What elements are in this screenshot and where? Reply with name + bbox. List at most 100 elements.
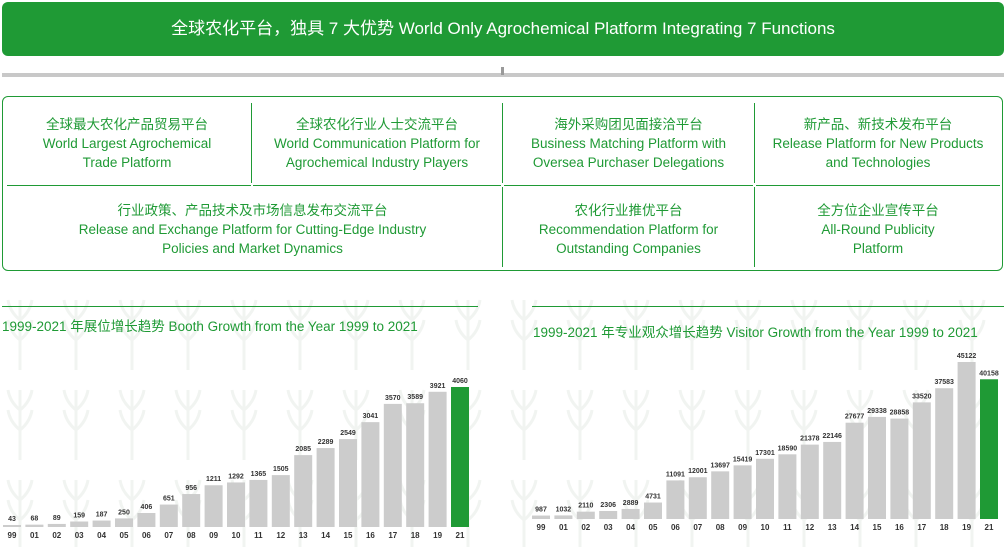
data-label: 1292 — [228, 473, 244, 480]
tick-label: 17 — [917, 523, 926, 532]
chart-divider — [532, 306, 1004, 307]
data-label: 187 — [96, 512, 108, 519]
bar-18 — [935, 388, 954, 519]
function-item: 全球农化行业人士交流平台 World Communication Platfor… — [252, 115, 502, 172]
function-en: World Communication Platform for — [273, 136, 481, 151]
tick-label: 09 — [209, 531, 218, 540]
bar-09 — [204, 485, 223, 527]
divider — [502, 187, 503, 267]
divider — [754, 187, 755, 267]
bar-04 — [621, 508, 640, 519]
tick-label: 10 — [761, 523, 770, 532]
tick-label: 15 — [344, 531, 353, 540]
divider — [502, 103, 503, 183]
data-label: 3921 — [430, 383, 446, 390]
tick-label: 99 — [8, 531, 17, 540]
function-cn: 农化行业推优平台 — [574, 203, 683, 218]
tick-label: 01 — [30, 531, 39, 540]
tick-label: 06 — [142, 531, 151, 540]
divider — [756, 185, 1000, 186]
bar-99 — [3, 525, 21, 527]
bar-10 — [227, 482, 245, 527]
data-label: 1365 — [251, 471, 267, 478]
data-label: 2085 — [295, 446, 311, 453]
visitor-growth-chart: 9879910320121100223060328890447310511091… — [532, 353, 999, 532]
bar-11 — [778, 454, 797, 519]
data-label: 11091 — [666, 471, 685, 478]
bar-15 — [868, 416, 886, 519]
tick-label: 04 — [626, 523, 635, 532]
data-label: 18590 — [778, 445, 798, 452]
tick-label: 21 — [985, 523, 994, 532]
data-label: 22146 — [822, 433, 842, 440]
bar-01 — [554, 515, 573, 519]
data-label: 68 — [31, 516, 39, 523]
booth-growth-chart: 43 99 68 01 89 02 159 03 187 04 250 05 406 06 651 07 956… — [3, 378, 469, 540]
data-label: 29338 — [867, 408, 887, 415]
tick-label: 14 — [850, 523, 859, 532]
function-cn: 全方位企业宣传平台 — [817, 203, 939, 218]
tick-label: 12 — [805, 523, 814, 532]
tick-label: 14 — [321, 531, 330, 540]
bar-19 — [957, 362, 976, 519]
data-label: 159 — [73, 513, 85, 520]
tick-label: 17 — [388, 531, 397, 540]
bar-16 — [361, 422, 380, 527]
data-label: 2289 — [318, 439, 334, 446]
function-en: Outstanding Companies — [556, 241, 701, 256]
data-label: 1032 — [556, 506, 572, 513]
function-en: World Largest Agrochemical — [42, 136, 212, 151]
data-label: 1211 — [206, 476, 221, 483]
function-cn: 新产品、新技术发布平台 — [803, 117, 953, 132]
bar-19 — [428, 391, 447, 527]
booth-chart-title: 1999-2021 年展位增长趋势 Booth Growth from the … — [2, 319, 418, 334]
function-cn: 全球农化行业人士交流平台 — [296, 117, 458, 132]
bar-21 — [980, 379, 998, 519]
function-en: Trade Platform — [82, 155, 172, 170]
tick-label: 08 — [716, 523, 725, 532]
function-item: 农化行业推优平台 Recommendation Platform for Out… — [503, 201, 754, 258]
bar-11 — [249, 479, 268, 527]
divider — [504, 185, 753, 186]
tick-label: 06 — [671, 523, 680, 532]
data-label: 12001 — [688, 468, 708, 475]
data-label: 43 — [8, 516, 16, 523]
data-label: 33520 — [912, 393, 932, 400]
data-label: 3041 — [363, 413, 379, 420]
function-cn: 海外采购团见面接洽平台 — [554, 117, 703, 132]
function-en: and Technologies — [825, 155, 931, 170]
tick-label: 08 — [187, 531, 196, 540]
function-item: 行业政策、产品技术及市场信息发布交流平台 Release and Exchang… — [3, 201, 502, 258]
tick-label: 19 — [962, 523, 971, 532]
data-label: 27677 — [845, 414, 865, 421]
function-en: Platform — [852, 241, 904, 256]
bar-21 — [451, 387, 469, 527]
tick-label: 07 — [164, 531, 173, 540]
tick-label: 18 — [940, 523, 949, 532]
bar-05 — [115, 518, 133, 527]
tick-label: 02 — [581, 523, 590, 532]
function-en: Policies and Market Dynamics — [162, 241, 343, 256]
function-en: Release Platform for New Products — [772, 136, 984, 151]
bar-17 — [912, 402, 931, 519]
function-en: Agrochemical Industry Players — [285, 155, 469, 170]
function-item: 全球最大农化产品贸易平台 World Largest Agrochemical … — [3, 115, 251, 172]
function-item: 海外采购团见面接洽平台 Business Matching Platform w… — [503, 115, 754, 172]
data-label: 2889 — [623, 500, 639, 507]
tick-label: 07 — [693, 523, 702, 532]
function-en: Recommendation Platform for — [538, 222, 719, 237]
bar-09 — [733, 465, 752, 519]
bar-06 — [137, 513, 156, 527]
data-label: 3570 — [385, 395, 401, 402]
bar-14 — [845, 422, 864, 519]
divider — [754, 103, 755, 183]
banner-text: 全球农化平台，独具 7 大优势 World Only Agrochemical … — [171, 19, 835, 38]
divider — [7, 185, 251, 186]
data-label: 3589 — [407, 394, 423, 401]
tick-label: 15 — [873, 523, 882, 532]
data-label: 956 — [185, 485, 197, 492]
bar-03 — [599, 510, 618, 519]
bar-02 — [47, 523, 66, 527]
bar-02 — [576, 511, 595, 519]
divider — [253, 185, 501, 186]
